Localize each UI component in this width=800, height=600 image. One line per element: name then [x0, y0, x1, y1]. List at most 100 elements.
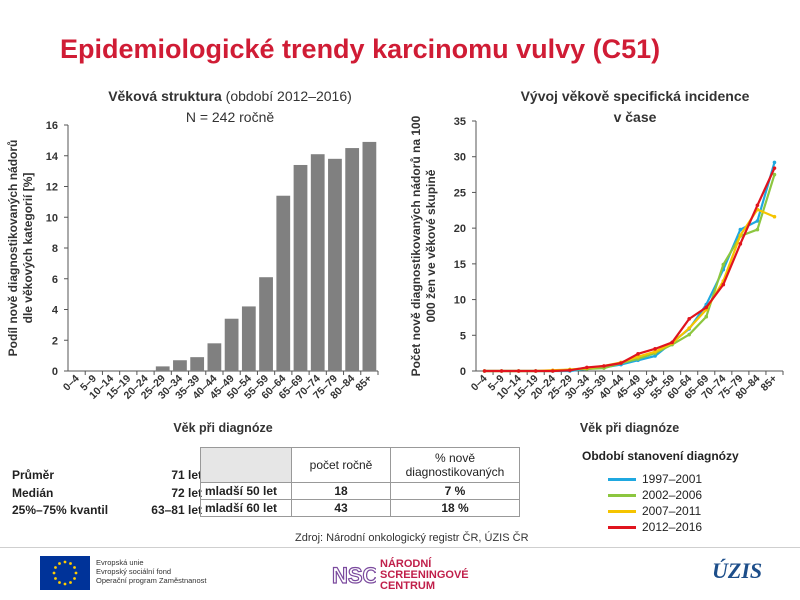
- left-chart-subtitle: N = 242 ročně: [185, 109, 275, 125]
- data-point: [653, 351, 657, 355]
- y-tick-label: 10: [454, 295, 466, 307]
- data-point: [602, 365, 606, 370]
- bar: [276, 195, 291, 371]
- y-tick-label: 15: [454, 259, 466, 271]
- x-tick-label: 75–79: [311, 373, 340, 402]
- data-point: [636, 352, 640, 356]
- legend-item: 2002–2006: [608, 487, 739, 503]
- left-chart-title: Věková struktura (období 2012–2016): [90, 88, 370, 104]
- x-tick-label: 35–39: [580, 373, 609, 402]
- x-tick-label: 30–34: [563, 373, 592, 402]
- data-point: [721, 282, 726, 287]
- x-tick-label: 10–14: [495, 373, 524, 402]
- y-tick-label: 6: [52, 274, 58, 286]
- legend-swatch: [608, 525, 636, 529]
- x-tick-label: 25–29: [546, 373, 575, 402]
- x-tick-label: 80–84: [328, 373, 357, 402]
- table-row-label: mladší 60 let: [200, 499, 292, 517]
- eu-logo-text: Evropská unie Evropský sociální fond Ope…: [96, 558, 206, 585]
- x-tick-label: 75–79: [716, 373, 745, 402]
- data-point: [721, 279, 726, 283]
- stats-value: 71 let: [171, 468, 202, 482]
- stats-row-mean: Průměr 71 let: [12, 468, 202, 482]
- data-point: [499, 369, 504, 373]
- data-point: [585, 365, 589, 370]
- data-point: [499, 369, 504, 373]
- legend-item: 2012–2016: [608, 519, 739, 535]
- bar: [293, 164, 308, 371]
- y-tick-label: 10: [46, 212, 58, 224]
- stats-value: 72 let: [171, 486, 202, 500]
- series-line: [484, 162, 776, 373]
- bar: [241, 306, 256, 371]
- data-point: [721, 262, 726, 267]
- data-point: [755, 227, 760, 232]
- legend-label: 2002–2006: [642, 488, 703, 502]
- data-point: [704, 307, 709, 312]
- stats-row-median: Medián 72 let: [12, 486, 202, 500]
- bar: [173, 360, 187, 371]
- stats-value: 63–81 let: [151, 503, 202, 517]
- data-point: [516, 369, 521, 373]
- x-tick-label: 65–69: [276, 373, 305, 402]
- nsc-line: NÁRODNÍ: [380, 558, 432, 570]
- y-tick-label: 16: [46, 120, 58, 132]
- data-point: [738, 227, 743, 232]
- data-point: [602, 364, 606, 368]
- x-axis-label: Věk při diagnóze: [173, 421, 272, 435]
- data-point: [755, 219, 760, 223]
- data-point: [619, 361, 623, 365]
- x-tick-label: 35–39: [173, 373, 202, 402]
- eu-star: [74, 571, 78, 575]
- age-summary-table: počet ročně % nově diagnostikovaných mla…: [200, 447, 520, 517]
- data-point: [738, 242, 743, 246]
- y-axis-label-group: Počet nově diagnostikovaných nádorů na 1…: [409, 115, 438, 376]
- x-tick-label: 45–49: [208, 373, 237, 402]
- stats-label: Medián: [12, 486, 54, 500]
- data-point: [670, 340, 674, 345]
- y-axis-label: Podíl nově diagnostikovaných nádorů: [6, 140, 20, 357]
- data-point: [636, 358, 640, 363]
- data-point: [550, 369, 555, 373]
- right-chart-title-line2: v čase: [613, 109, 657, 125]
- data-point: [619, 360, 623, 365]
- data-point: [482, 369, 487, 373]
- data-point: [516, 369, 521, 373]
- y-tick-label: 20: [454, 223, 466, 235]
- data-point: [738, 234, 743, 238]
- x-tick-label: 70–74: [294, 373, 323, 402]
- eu-star: [63, 560, 67, 564]
- eu-star: [69, 581, 72, 584]
- legend-item: 2007–2011: [608, 503, 739, 519]
- y-axis-label: dle věkových kategorií [%]: [21, 173, 35, 324]
- y-tick-label: 30: [454, 152, 466, 164]
- right-chart-title-line1: Vývoj věkově specifická incidence: [520, 88, 750, 104]
- data-point: [755, 203, 760, 208]
- data-point: [499, 369, 504, 373]
- data-point: [687, 326, 691, 330]
- x-tick-label: 15–19: [104, 373, 133, 402]
- x-axis-label: Věk při diagnóze: [580, 421, 679, 435]
- x-tick-label: 5–9: [78, 373, 99, 394]
- data-point: [482, 369, 487, 373]
- legend-item: 1997–2001: [608, 471, 739, 487]
- x-tick-label: 60–64: [259, 373, 288, 402]
- data-point: [568, 368, 572, 373]
- table-corner: [200, 447, 292, 483]
- data-point: [585, 367, 589, 371]
- data-point: [670, 342, 674, 347]
- data-point: [533, 369, 538, 373]
- x-tick-label: 50–54: [631, 373, 660, 402]
- bar: [259, 277, 273, 371]
- table-row-label: mladší 50 let: [200, 482, 292, 500]
- data-point: [585, 366, 589, 370]
- eu-star: [58, 562, 61, 565]
- legend: Období stanovení diagnózy 1997–2001 2002…: [582, 449, 739, 535]
- data-point: [482, 369, 487, 373]
- eu-flag-logo: [40, 556, 90, 590]
- data-point: [568, 367, 572, 372]
- x-tick-label: 70–74: [699, 373, 728, 402]
- eu-star: [73, 577, 76, 580]
- table-row: mladší 50 let 18 7 %: [200, 482, 520, 500]
- eu-star: [63, 582, 67, 586]
